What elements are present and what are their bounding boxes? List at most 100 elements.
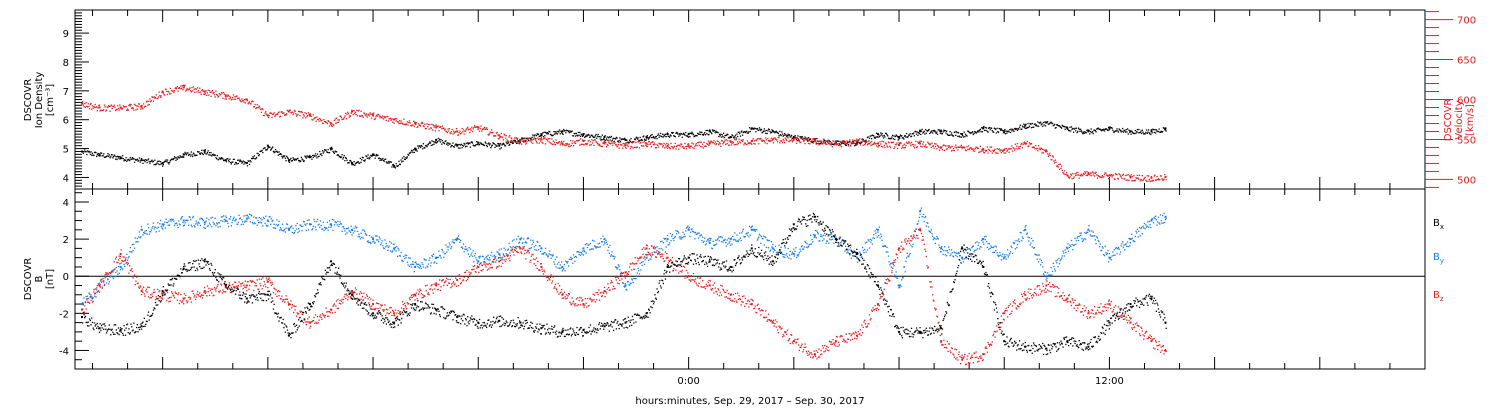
by-point <box>189 216 191 218</box>
by-point <box>1002 253 1004 255</box>
density-point <box>666 132 669 134</box>
by-point <box>398 249 400 251</box>
by-point <box>1134 235 1136 238</box>
density-point <box>976 131 978 134</box>
density-point <box>207 150 209 152</box>
by-point <box>126 253 128 255</box>
density-point <box>327 148 329 151</box>
density-point <box>960 136 962 138</box>
by-point <box>541 253 543 255</box>
density-point <box>105 155 108 158</box>
by-point <box>923 220 925 223</box>
velocity-point <box>1152 180 1154 182</box>
by-point <box>997 254 999 256</box>
density-point <box>611 140 613 142</box>
density-point <box>290 157 292 159</box>
velocity-point <box>184 84 186 86</box>
density-point <box>1132 132 1134 134</box>
velocity-point <box>610 141 613 143</box>
by-point <box>793 255 796 257</box>
velocity-point <box>766 142 768 145</box>
density-point <box>659 135 661 137</box>
by-point <box>982 241 984 243</box>
by-point <box>850 257 852 259</box>
density-point <box>244 161 246 163</box>
density-point <box>481 143 483 145</box>
by-point <box>317 224 319 226</box>
velocity-point <box>722 143 724 145</box>
velocity-point <box>659 143 661 145</box>
by-point <box>449 244 451 246</box>
density-point <box>229 158 231 160</box>
by-point <box>649 258 651 260</box>
velocity-point <box>403 118 405 120</box>
velocity-point <box>227 94 229 96</box>
density-point <box>699 131 701 133</box>
velocity-point <box>661 143 663 145</box>
by-point <box>488 257 491 259</box>
by-point <box>905 260 907 263</box>
by-point <box>673 237 676 239</box>
velocity-point <box>530 141 533 143</box>
by-point <box>1095 243 1097 245</box>
velocity-point <box>448 130 450 132</box>
velocity-point <box>645 144 647 146</box>
velocity-point <box>467 129 469 131</box>
velocity-point <box>124 106 127 108</box>
velocity-point <box>414 121 416 123</box>
density-point <box>981 127 983 129</box>
velocity-point <box>341 118 343 121</box>
velocity-point <box>1084 171 1086 173</box>
by-point <box>1131 233 1133 235</box>
by-point <box>1154 217 1156 220</box>
by-point <box>760 242 762 244</box>
velocity-point <box>542 138 545 140</box>
by-point <box>921 215 923 218</box>
velocity-point <box>938 146 940 149</box>
density-point <box>511 141 513 144</box>
velocity-point <box>760 139 763 141</box>
velocity-point <box>568 143 570 145</box>
by-point <box>809 243 811 245</box>
by-point <box>237 223 239 226</box>
velocity-point <box>727 140 729 142</box>
density-point <box>711 132 713 135</box>
density-point <box>577 131 580 134</box>
density-point <box>510 140 512 142</box>
by-point <box>778 244 780 246</box>
velocity-point <box>1133 174 1135 177</box>
density-point <box>110 156 112 158</box>
density-point <box>360 161 362 163</box>
velocity-point <box>146 100 148 102</box>
by-point <box>658 247 660 250</box>
by-point <box>903 266 906 268</box>
density-point <box>922 132 924 134</box>
density-point <box>1148 129 1150 131</box>
velocity-point <box>910 145 912 147</box>
density-point <box>303 160 305 162</box>
density-point <box>796 140 798 142</box>
velocity-point <box>490 129 493 131</box>
velocity-point <box>201 89 204 91</box>
by-point <box>383 247 385 250</box>
velocity-point <box>521 138 523 140</box>
velocity-point <box>1122 174 1124 176</box>
velocity-point <box>436 125 439 128</box>
density-point <box>899 137 901 139</box>
by-point <box>785 254 787 256</box>
velocity-point <box>110 104 113 106</box>
density-point <box>105 156 107 158</box>
density-point <box>93 154 95 157</box>
by-point <box>316 218 319 220</box>
velocity-point <box>573 142 575 144</box>
velocity-point <box>410 125 413 127</box>
by-point <box>875 232 877 234</box>
by-point <box>767 247 770 249</box>
density-point <box>328 152 330 154</box>
density-point <box>91 154 93 156</box>
by-point <box>639 262 641 265</box>
velocity-point <box>396 121 399 123</box>
density-point <box>880 134 883 136</box>
by-point <box>1049 274 1051 277</box>
density-point <box>697 133 700 135</box>
